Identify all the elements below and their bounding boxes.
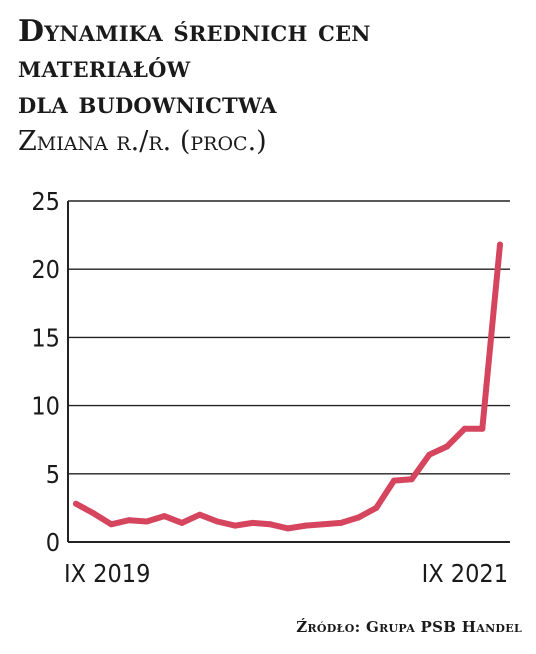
data-point: [73, 500, 79, 507]
data-point: [214, 518, 221, 525]
data-point: [108, 521, 115, 528]
data-point: [161, 513, 168, 520]
data-point: [196, 511, 203, 518]
chart-subtitle: Zmiana r./r. (proc.): [18, 126, 267, 157]
data-point: [444, 443, 450, 450]
data-point: [302, 522, 309, 529]
data-point: [143, 518, 150, 525]
x-tick-label: IX 2021: [422, 559, 508, 588]
data-point: [267, 521, 274, 528]
data-point: [426, 451, 433, 458]
data-point: [355, 514, 362, 521]
data-point: [285, 525, 291, 532]
y-tick-label: 0: [46, 528, 60, 557]
data-point: [232, 522, 238, 529]
y-tick-label: 5: [46, 460, 60, 489]
data-point: [338, 519, 344, 526]
data-point: [249, 519, 256, 526]
y-tick-label: 10: [31, 392, 60, 421]
y-tick-label: 15: [31, 323, 60, 352]
title-line-1: Dynamika średnich cen: [18, 14, 371, 49]
x-tick-label: IX 2019: [64, 559, 150, 588]
title-line-2: materiałów: [18, 50, 191, 85]
data-point: [479, 425, 486, 432]
chart-title: Dynamika średnich cen materiałów dla bud…: [18, 14, 528, 122]
source-note: Źródło: Grupa PSB Handel: [296, 618, 522, 636]
data-point: [320, 521, 327, 528]
data-point: [373, 504, 380, 511]
data-point: [497, 241, 503, 248]
data-point: [179, 519, 185, 526]
series-line: [73, 241, 503, 532]
data-point: [90, 510, 97, 517]
y-tick-label: 20: [31, 255, 60, 284]
data-point: [126, 517, 132, 524]
data-point: [408, 476, 415, 483]
y-tick-label: 25: [31, 187, 60, 216]
data-point: [461, 425, 468, 432]
data-point: [391, 477, 397, 484]
title-line-3: dla budownictwa: [18, 86, 277, 121]
